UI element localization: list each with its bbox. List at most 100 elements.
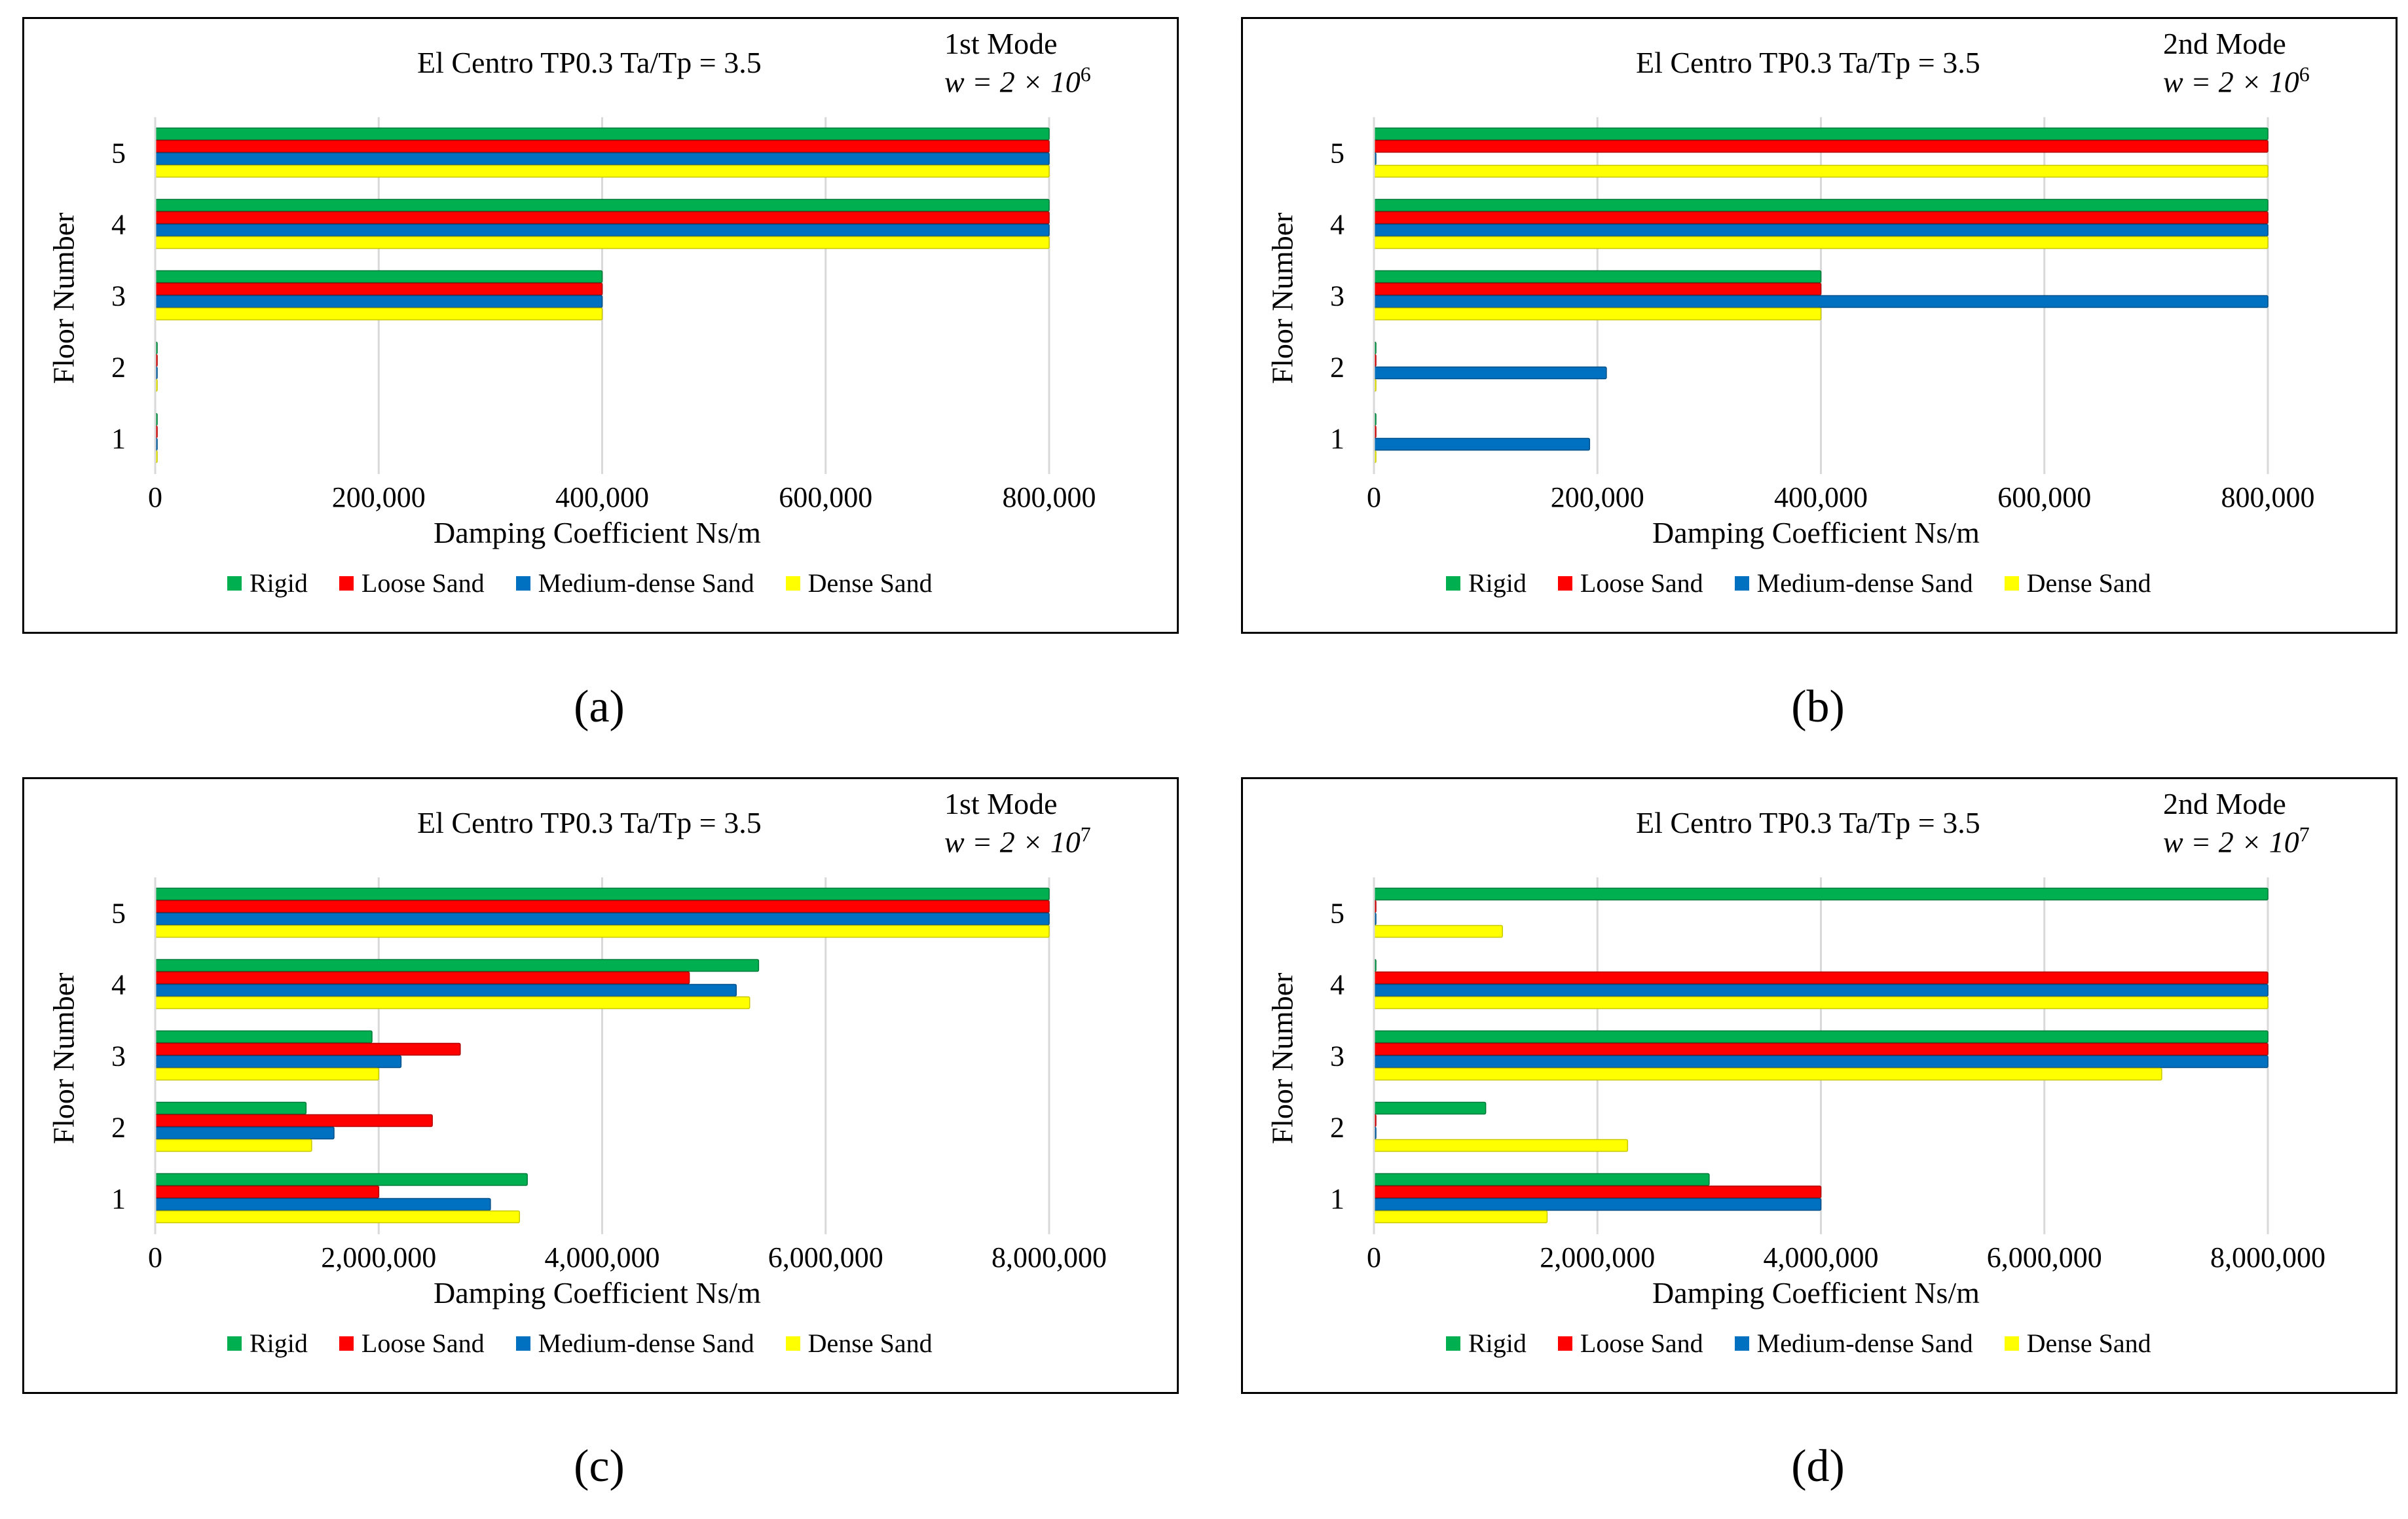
y-axis-title: Floor Number bbox=[1265, 212, 1299, 384]
bar-loose-sand-floor-3 bbox=[1373, 1042, 2269, 1056]
x-tick-label: 800,000 bbox=[1003, 481, 1096, 513]
bar-loose-sand-floor-3 bbox=[1373, 282, 1822, 296]
x-tick-label: 600,000 bbox=[1997, 481, 2091, 513]
bar-dense-sand-floor-2 bbox=[155, 1139, 312, 1152]
bar-dense-sand-floor-5 bbox=[1373, 164, 2269, 178]
bar-rigid-floor-2 bbox=[1373, 1101, 1487, 1115]
legend-item: Loose Sand bbox=[1557, 568, 1703, 598]
bar-dense-sand-floor-4 bbox=[1373, 236, 2269, 249]
caption-a: (a) bbox=[574, 682, 625, 732]
mode-name: 2nd Mode bbox=[2163, 27, 2286, 60]
bar-dense-sand-floor-3 bbox=[155, 307, 603, 321]
bar-medium-dense-sand-floor-4 bbox=[155, 983, 737, 997]
mode-label: 2nd Mode w = 2 × 107 bbox=[2163, 786, 2310, 860]
weight-label: w = 2 × 107 bbox=[2163, 822, 2310, 859]
y-tick-label: 2 bbox=[111, 352, 126, 384]
y-tick-label: 3 bbox=[111, 1040, 126, 1072]
legend-swatch bbox=[785, 1336, 800, 1351]
legend-swatch bbox=[2004, 1336, 2019, 1351]
bar-medium-dense-sand-floor-2 bbox=[155, 1126, 335, 1140]
legend-label: Dense Sand bbox=[807, 568, 933, 598]
y-tick-label: 2 bbox=[111, 1112, 126, 1144]
legend: Rigid Loose Sand Medium-dense Sand Dense Sa… bbox=[227, 568, 933, 598]
bar-loose-sand-floor-5 bbox=[155, 139, 1050, 153]
y-axis-title: Floor Number bbox=[46, 972, 81, 1144]
bar-dense-sand-floor-4 bbox=[155, 236, 1050, 249]
legend-swatch bbox=[515, 1336, 530, 1351]
x-tick-label: 0 bbox=[148, 481, 162, 513]
legend-label: Rigid bbox=[250, 568, 308, 598]
chart-title: El Centro TP0.3 Ta/Tp = 3.5 bbox=[1636, 806, 1980, 839]
caption-c: (c) bbox=[574, 1441, 625, 1492]
legend-item: Medium-dense Sand bbox=[515, 568, 754, 598]
x-axis-title: Damping Coefficient Ns/m bbox=[434, 516, 761, 549]
legend-swatch bbox=[785, 576, 800, 591]
mode-label: 1st Mode w = 2 × 106 bbox=[944, 26, 1091, 100]
legend-label: Rigid bbox=[1468, 1328, 1527, 1358]
bar-dense-sand-floor-5 bbox=[155, 924, 1050, 938]
legend-swatch bbox=[1557, 1336, 1572, 1351]
y-tick-label: 4 bbox=[1330, 209, 1344, 241]
legend-label: Dense Sand bbox=[2026, 1328, 2151, 1358]
legend-item: Dense Sand bbox=[2004, 568, 2151, 598]
legend-swatch bbox=[1446, 1336, 1460, 1351]
legend-label: Loose Sand bbox=[361, 1328, 485, 1358]
bar-medium-dense-sand-floor-1 bbox=[1373, 1198, 1822, 1211]
legend-item: Loose Sand bbox=[339, 1328, 485, 1359]
bar-medium-dense-sand-floor-5 bbox=[155, 152, 1050, 166]
bar-loose-sand-floor-4 bbox=[155, 211, 1050, 225]
weight-label: w = 2 × 106 bbox=[2163, 62, 2310, 99]
legend-label: Medium-dense Sand bbox=[538, 1328, 754, 1358]
weight-label: w = 2 × 107 bbox=[944, 822, 1091, 859]
legend-label: Medium-dense Sand bbox=[1756, 1328, 1973, 1358]
bar-medium-dense-sand-floor-3 bbox=[1373, 1055, 2269, 1069]
legend-item: Dense Sand bbox=[785, 1328, 933, 1359]
bar-rigid-floor-4 bbox=[155, 198, 1050, 212]
bar-loose-sand-floor-3 bbox=[155, 282, 603, 296]
legend-label: Dense Sand bbox=[807, 1328, 933, 1358]
x-tick-label: 2,000,000 bbox=[1540, 1241, 1655, 1273]
chart-panel-a: 0 200,000 400,000 600,000 800,000 1 2 3 4 5 El Cen… bbox=[22, 17, 1179, 634]
bar-rigid-floor-5 bbox=[155, 127, 1050, 141]
legend: Rigid Loose Sand Medium-dense Sand Dense Sa… bbox=[1446, 568, 2151, 598]
bar-medium-dense-sand-floor-1 bbox=[1373, 437, 1591, 451]
bar-rigid-floor-5 bbox=[1373, 887, 2269, 901]
y-tick-label: 2 bbox=[1330, 352, 1344, 384]
legend-item: Dense Sand bbox=[2004, 1328, 2151, 1359]
y-tick-label: 5 bbox=[111, 137, 126, 170]
bar-dense-sand-floor-3 bbox=[155, 1067, 379, 1081]
y-tick-label: 1 bbox=[111, 1183, 126, 1215]
bar-loose-sand-floor-5 bbox=[1373, 139, 2269, 153]
legend-swatch bbox=[227, 1336, 242, 1351]
chart-svg: 0 2,000,000 4,000,000 6,000,000 8,000,000 1 2 3… bbox=[111, 877, 1107, 1273]
bar-loose-sand-floor-5 bbox=[155, 900, 1050, 913]
y-tick-label: 1 bbox=[1330, 423, 1344, 455]
bar-dense-sand-floor-4 bbox=[1373, 996, 2269, 1010]
x-tick-label: 8,000,000 bbox=[991, 1241, 1107, 1273]
legend-item: Dense Sand bbox=[785, 568, 933, 598]
legend-item: Rigid bbox=[1446, 1328, 1527, 1359]
legend-swatch bbox=[339, 576, 354, 591]
bar-loose-sand-floor-1 bbox=[1373, 1185, 1822, 1199]
bar-loose-sand-floor-3 bbox=[155, 1042, 461, 1056]
bar-dense-sand-floor-2 bbox=[1373, 1139, 1629, 1152]
x-tick-label: 400,000 bbox=[555, 481, 649, 513]
legend-label: Loose Sand bbox=[361, 568, 485, 598]
legend-item: Rigid bbox=[227, 568, 308, 598]
bar-medium-dense-sand-floor-4 bbox=[1373, 983, 2269, 997]
legend-label: Loose Sand bbox=[1580, 568, 1703, 598]
bar-rigid-floor-3 bbox=[1373, 270, 1822, 284]
y-tick-label: 3 bbox=[1330, 1040, 1344, 1072]
bar-dense-sand-floor-1 bbox=[155, 1210, 520, 1224]
bar-dense-sand-floor-4 bbox=[155, 996, 750, 1010]
mode-label: 2nd Mode w = 2 × 106 bbox=[2163, 26, 2310, 100]
bar-medium-dense-sand-floor-5 bbox=[155, 912, 1050, 926]
legend-label: Medium-dense Sand bbox=[1756, 568, 1973, 598]
bar-rigid-floor-4 bbox=[1373, 198, 2269, 212]
chart-panel-c: 0 2,000,000 4,000,000 6,000,000 8,000,000 1 2 3… bbox=[22, 777, 1179, 1394]
mode-name: 2nd Mode bbox=[2163, 787, 2286, 820]
mode-label: 1st Mode w = 2 × 107 bbox=[944, 786, 1091, 860]
x-tick-label: 600,000 bbox=[779, 481, 872, 513]
legend-item: Rigid bbox=[227, 1328, 308, 1359]
legend-label: Rigid bbox=[250, 1328, 308, 1358]
